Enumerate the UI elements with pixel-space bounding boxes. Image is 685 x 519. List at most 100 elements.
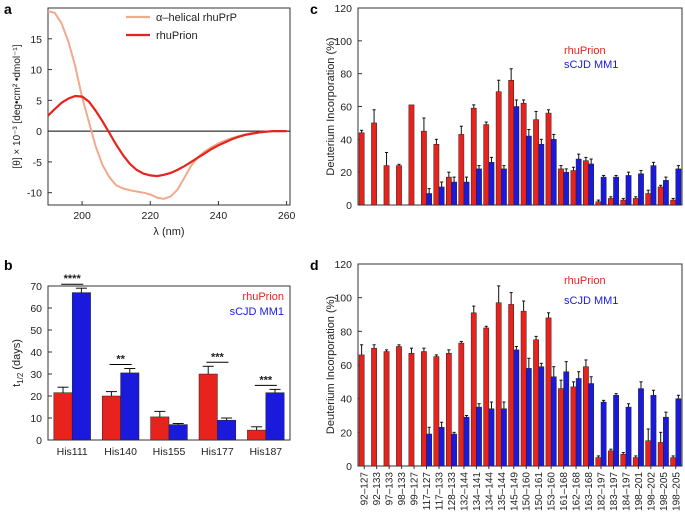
bar-rhuprion xyxy=(607,450,614,467)
x-category-label: 135–144 xyxy=(497,472,508,511)
y-tick-label: 0 xyxy=(346,461,352,473)
bar-scjd-mm1 xyxy=(476,168,482,206)
bar-scjd-mm1 xyxy=(463,416,470,467)
y-axis-title-sub: 1/2 xyxy=(16,372,25,384)
x-axis-title: λ (nm) xyxy=(153,226,184,238)
legend-label-scjd: sCJD MM1 xyxy=(564,295,618,307)
y-tick-label: 60 xyxy=(30,303,42,315)
bar-rhuprion xyxy=(657,186,664,206)
y-tick-label: 40 xyxy=(30,347,42,359)
x-category-label: 145–149 xyxy=(509,472,520,511)
x-category-label: 98–133 xyxy=(397,472,408,506)
x-category-label: 183–197 xyxy=(609,472,620,511)
bar-scjd-mm1 xyxy=(476,406,482,467)
bar-scjd-mm1 xyxy=(525,135,532,206)
bar-rhuprion xyxy=(533,339,539,467)
y-tick-label: 10 xyxy=(30,65,42,77)
y-tick-label: 120 xyxy=(334,3,352,15)
bar-scjd-mm1 xyxy=(625,175,632,206)
x-category-label: 134–144 xyxy=(484,472,495,511)
y-tick-label: 70 xyxy=(30,281,42,293)
bar-rhuprion xyxy=(396,346,402,467)
panel-d-deuterium-bars: 0 20 40 60 80 100 120 92–127 92–133 97–133 98–133 9… xyxy=(325,259,683,511)
bar-scjd-mm1 xyxy=(600,176,607,206)
bar-scjd-mm1 xyxy=(563,171,570,206)
bar-scjd-mm1 xyxy=(265,392,285,441)
bar-scjd-mm1 xyxy=(663,180,669,206)
x-category-label: 150–160 xyxy=(522,472,533,511)
bar-rhuprion xyxy=(570,170,577,206)
bar-scjd-mm1 xyxy=(538,366,545,467)
plot-frame xyxy=(47,7,291,206)
panel-b-half-life-bars: 0 10 20 30 40 50 60 70 His111 His140 His155 His177 H… xyxy=(11,273,291,458)
bar-rhuprion xyxy=(558,168,564,206)
y-axis-title: Deuterium Incorporation (%) xyxy=(325,296,337,434)
x-category-label: 99–127 xyxy=(410,472,421,506)
bar-scjd-mm1 xyxy=(575,158,582,206)
panel-c-deuterium-bars: 0 20 40 60 80 100 120 Deuterium Incorporation (… xyxy=(325,3,683,212)
bar-rhuprion xyxy=(545,317,552,467)
x-category-label: 163–168 xyxy=(584,472,595,511)
y-tick-label: 80 xyxy=(340,326,352,338)
y-tick-label: 0 xyxy=(36,126,42,138)
significance-stars: *** xyxy=(259,374,273,386)
bar-rhuprion xyxy=(371,347,377,467)
bar-scjd-mm1 xyxy=(600,401,607,467)
y-axis-title: t1/2 (days) xyxy=(11,339,25,387)
bar-scjd-mm1 xyxy=(217,419,237,441)
y-axis-title-rest: (days) xyxy=(11,339,23,373)
bar-scjd-mm1 xyxy=(120,372,140,441)
x-category-label: 161–168 xyxy=(559,472,570,511)
y-tick-label: 80 xyxy=(340,69,352,81)
bar-scjd-mm1 xyxy=(513,349,520,467)
bar-scjd-mm1 xyxy=(575,378,582,467)
y-axis-title: Deuterium Incorporation (%) xyxy=(325,37,337,175)
x-category-label: 134–141 xyxy=(472,472,483,511)
bar-scjd-mm1 xyxy=(463,181,470,206)
bar-rhuprion xyxy=(458,342,465,467)
bar-rhuprion xyxy=(150,416,170,441)
x-category-label: 153–160 xyxy=(547,472,558,511)
bar-rhuprion xyxy=(383,165,390,206)
bar-scjd-mm1 xyxy=(538,144,545,206)
bar-scjd-mm1 xyxy=(550,376,557,467)
legend-label-rhuprion: rhuPrion xyxy=(242,291,284,303)
y-tick-label: 10 xyxy=(30,413,42,425)
x-category-label: 132–144 xyxy=(459,472,470,511)
bar-scjd-mm1 xyxy=(438,427,445,467)
panel-letter-c: c xyxy=(310,1,318,17)
panel-a-cd-spectrum: -10 -5 0 5 10 15 200 220 240 260 λ (nm) [θ] × 10⁻³ … xyxy=(12,7,296,238)
bar-rhuprion xyxy=(445,176,452,206)
bar-rhuprion xyxy=(583,160,589,206)
bar-rhuprion xyxy=(198,373,218,441)
bar-scjd-mm1 xyxy=(588,163,595,206)
significance-stars: ** xyxy=(116,354,125,366)
bar-scjd-mm1 xyxy=(168,424,188,441)
bar-scjd-mm1 xyxy=(438,186,445,206)
y-tick-label: 120 xyxy=(334,259,352,271)
bar-scjd-mm1 xyxy=(71,292,91,441)
y-tick-label: 0 xyxy=(346,200,352,212)
y-tick-label: -5 xyxy=(33,157,42,169)
bar-rhuprion xyxy=(433,356,440,467)
bar-rhuprion xyxy=(408,352,415,467)
bar-scjd-mm1 xyxy=(501,168,507,206)
x-tick-label: 260 xyxy=(278,210,296,222)
significance-stars: **** xyxy=(64,273,82,285)
x-category-label: 198–201 xyxy=(634,472,645,511)
bar-scjd-mm1 xyxy=(563,371,570,467)
bar-rhuprion xyxy=(470,312,477,467)
bar-scjd-mm1 xyxy=(650,165,657,206)
bar-rhuprion xyxy=(396,165,402,206)
x-category-label: 162–168 xyxy=(572,472,583,511)
bar-scjd-mm1 xyxy=(663,416,669,467)
bar-rhuprion xyxy=(421,351,427,467)
bar-rhuprion xyxy=(371,122,377,206)
bar-scjd-mm1 xyxy=(525,368,532,467)
bar-rhuprion xyxy=(670,457,677,467)
x-tick-label: 220 xyxy=(141,210,159,222)
bar-rhuprion xyxy=(595,457,602,467)
bar-rhuprion xyxy=(570,386,577,467)
x-category-label: 92–133 xyxy=(372,472,383,506)
